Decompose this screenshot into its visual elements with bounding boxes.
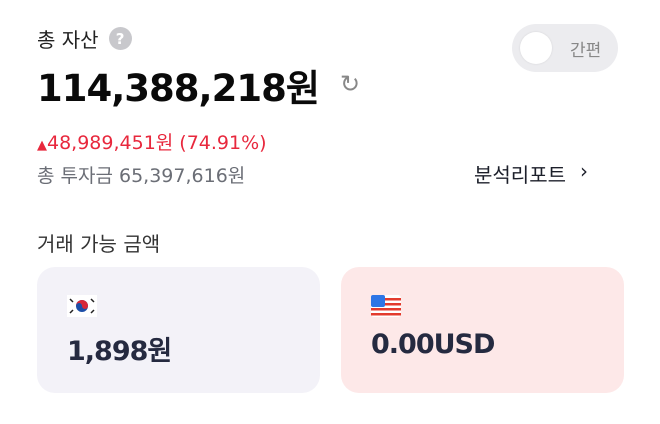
total-invested: 총 투자금 65,397,616원 <box>37 165 246 187</box>
krw-amount: 1,898원 <box>67 336 172 367</box>
korea-flag-icon <box>67 295 97 317</box>
usd-amount: 0.00USD <box>371 329 495 360</box>
simple-mode-toggle[interactable]: 간편 <box>512 24 618 72</box>
analysis-report-label: 분석리포트 <box>474 163 566 187</box>
profit-amount: ▲48,989,451원 (74.91%) <box>37 128 267 155</box>
total-assets-value: 114,388,218원 <box>37 67 320 110</box>
up-triangle-icon: ▲ <box>37 138 47 153</box>
usd-balance-card[interactable]: 0.00USD <box>341 267 624 393</box>
chevron-right-icon: › <box>580 159 588 183</box>
total-assets-title: 총 자산 ? <box>37 24 132 53</box>
toggle-knob <box>520 32 552 64</box>
available-amount-title: 거래 가능 금액 <box>37 232 161 256</box>
refresh-icon[interactable]: ↻ <box>340 70 361 98</box>
krw-balance-card[interactable]: 1,898원 <box>37 267 320 393</box>
toggle-label: 간편 <box>570 40 602 61</box>
us-flag-icon <box>371 295 401 317</box>
total-assets-label: 총 자산 <box>37 28 99 52</box>
help-icon[interactable]: ? <box>108 27 132 50</box>
analysis-report-link[interactable]: 분석리포트 › <box>474 159 588 188</box>
profit-text: 48,989,451원 (74.91%) <box>47 132 267 154</box>
